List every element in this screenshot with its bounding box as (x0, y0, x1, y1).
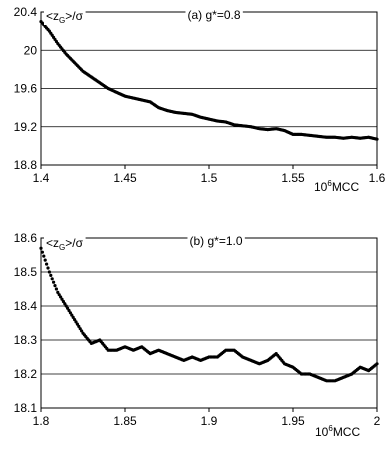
chart-b-point (50, 277, 54, 281)
chart-a-xtick-label: 1.45 (113, 171, 137, 185)
chart-b-point (45, 262, 49, 266)
chart-b-point (40, 250, 45, 254)
chart-a-xtick-label: 1.6 (369, 171, 385, 185)
chart-a-ylabel-rest: >/σ (65, 9, 83, 23)
label-backing (44, 236, 86, 252)
chart-b-point (46, 266, 50, 270)
chart-b-xlabel: 106MCC (315, 424, 360, 439)
chart-a-ytick-label: 19.6 (14, 82, 38, 96)
chart-b-xtick-label: 1.9 (201, 414, 218, 428)
chart-b-ylabel: <zG>/σ (46, 236, 84, 252)
label-backing (187, 234, 245, 248)
chart-a-xlabel: 106MCC (314, 179, 359, 194)
chart-b-ytick-label: 18.1 (14, 401, 38, 415)
chart-b-xlabel-rest: MCC (333, 425, 361, 439)
chart-a: 18.8 19.2 19.6 20 20.4 1.4 1.45 1.5 1.55 1.6 (a) g… (14, 5, 385, 194)
label-backing (185, 8, 243, 22)
chart-b-ylabel-main: <z (46, 236, 59, 250)
chart-b-point (39, 246, 43, 250)
label-backing (312, 179, 362, 194)
chart-b-ytick-label: 18.5 (14, 265, 38, 279)
chart-a-ytick-label: 19.2 (14, 120, 38, 134)
chart-b-ytick-label: 18.3 (14, 333, 38, 347)
chart-a-xtick-label: 1.4 (33, 171, 50, 185)
chart-a-point (375, 137, 379, 141)
chart-b-xlabel-prefix: 10 (315, 425, 329, 439)
chart-a-xlabel-prefix: 10 (314, 180, 328, 194)
chart-b-xtick-label: 1.95 (281, 414, 305, 428)
label-backing (44, 9, 86, 25)
chart-a-xlabel-rest: MCC (332, 180, 360, 194)
chart-a-ytick-label: 18.8 (14, 158, 38, 172)
chart-b-ytick-label: 18.4 (14, 299, 38, 313)
chart-b-ytick-label: 18.6 (14, 231, 38, 245)
chart-b-xlabel-sup: 6 (328, 424, 333, 433)
chart-b-point (54, 287, 59, 291)
chart-b-point (49, 273, 53, 277)
chart-a-ytick-label: 20.4 (14, 5, 38, 19)
chart-b-xtick-label: 2 (374, 414, 381, 428)
chart-b-point (43, 258, 47, 262)
chart-b-point (47, 270, 52, 274)
chart-a-ytick-label: 20 (24, 43, 38, 57)
chart-b-point (52, 280, 56, 284)
chart-a-xlabel-sup: 6 (327, 179, 332, 188)
chart-b: 18.1 18.2 18.3 18.4 18.5 18.6 1.8 1.85 1.9 1.95 2 (… (14, 231, 381, 439)
chart-b-point (375, 362, 379, 366)
chart-a-xtick-label: 1.55 (281, 171, 305, 185)
chart-a-ylabel-main: <z (46, 9, 59, 23)
chart-b-xtick-label: 1.8 (33, 414, 50, 428)
chart-b-frame (40, 237, 378, 409)
chart-a-ylabel: <zG>/σ (46, 9, 84, 25)
chart-b-point (53, 284, 57, 288)
chart-a-title: (a) g*=0.8 (187, 8, 240, 22)
chart-a-xtick-label: 1.5 (201, 171, 218, 185)
chart-b-ylabel-sub: G (59, 243, 65, 252)
chart-a-ylabel-sub: G (59, 16, 65, 25)
chart-b-ylabel-rest: >/σ (65, 236, 83, 250)
chart-b-point (42, 254, 46, 258)
label-backing (313, 424, 363, 439)
chart-b-title: (b) g*=1.0 (189, 234, 242, 248)
chart-b-xtick-label: 1.85 (113, 414, 137, 428)
chart-b-ytick-label: 18.2 (14, 367, 38, 381)
